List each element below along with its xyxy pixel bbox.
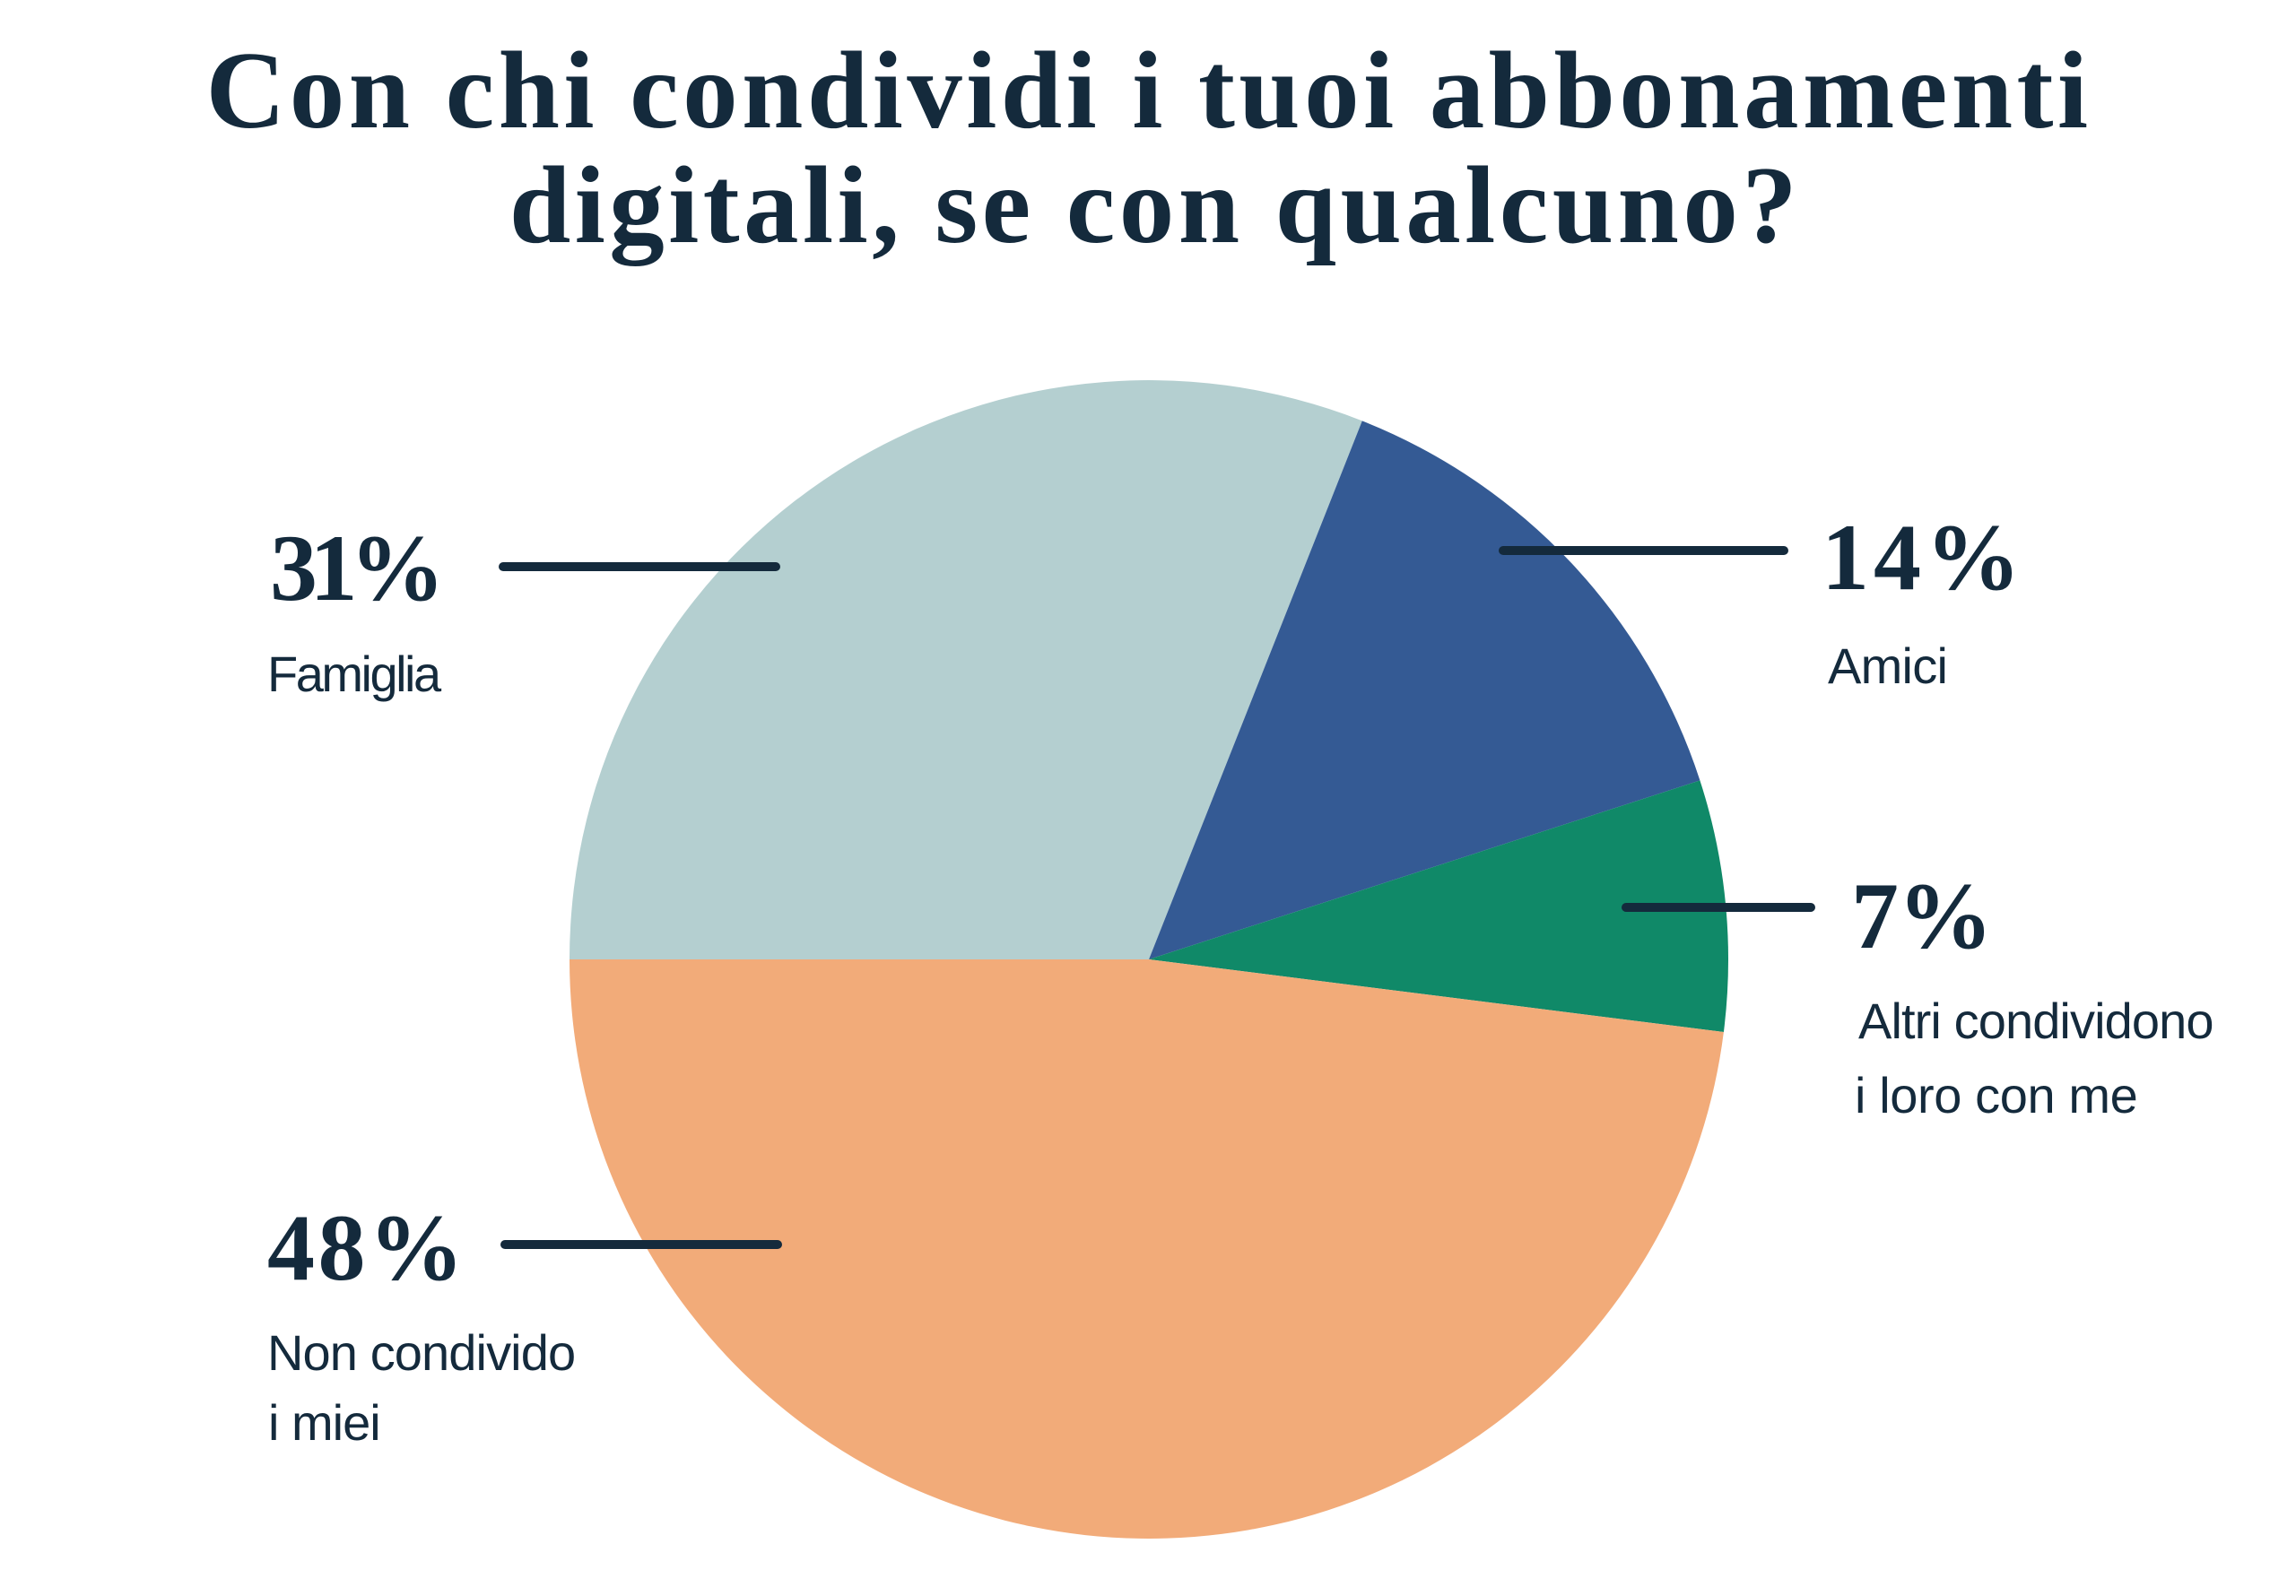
svg-text:digitali, se con qualcuno?: digitali, se con qualcuno? <box>509 143 1801 266</box>
svg-text:31%: 31% <box>270 516 438 620</box>
svg-text:14%: 14% <box>1822 505 2025 610</box>
svg-text:i loro con me: i loro con me <box>1855 1067 2137 1123</box>
svg-text:Famiglia: Famiglia <box>267 646 442 702</box>
svg-text:Amici: Amici <box>1828 638 1947 694</box>
svg-text:Altri condividono: Altri condividono <box>1858 993 2213 1049</box>
svg-text:Con chi condividi i tuoi abbon: Con chi condividi i tuoi abbonamenti <box>206 29 2092 152</box>
svg-text:i miei: i miei <box>268 1394 380 1451</box>
svg-text:7%: 7% <box>1851 863 1992 968</box>
svg-text:48%: 48% <box>267 1195 467 1300</box>
svg-text:Non condivido: Non condivido <box>267 1324 575 1381</box>
